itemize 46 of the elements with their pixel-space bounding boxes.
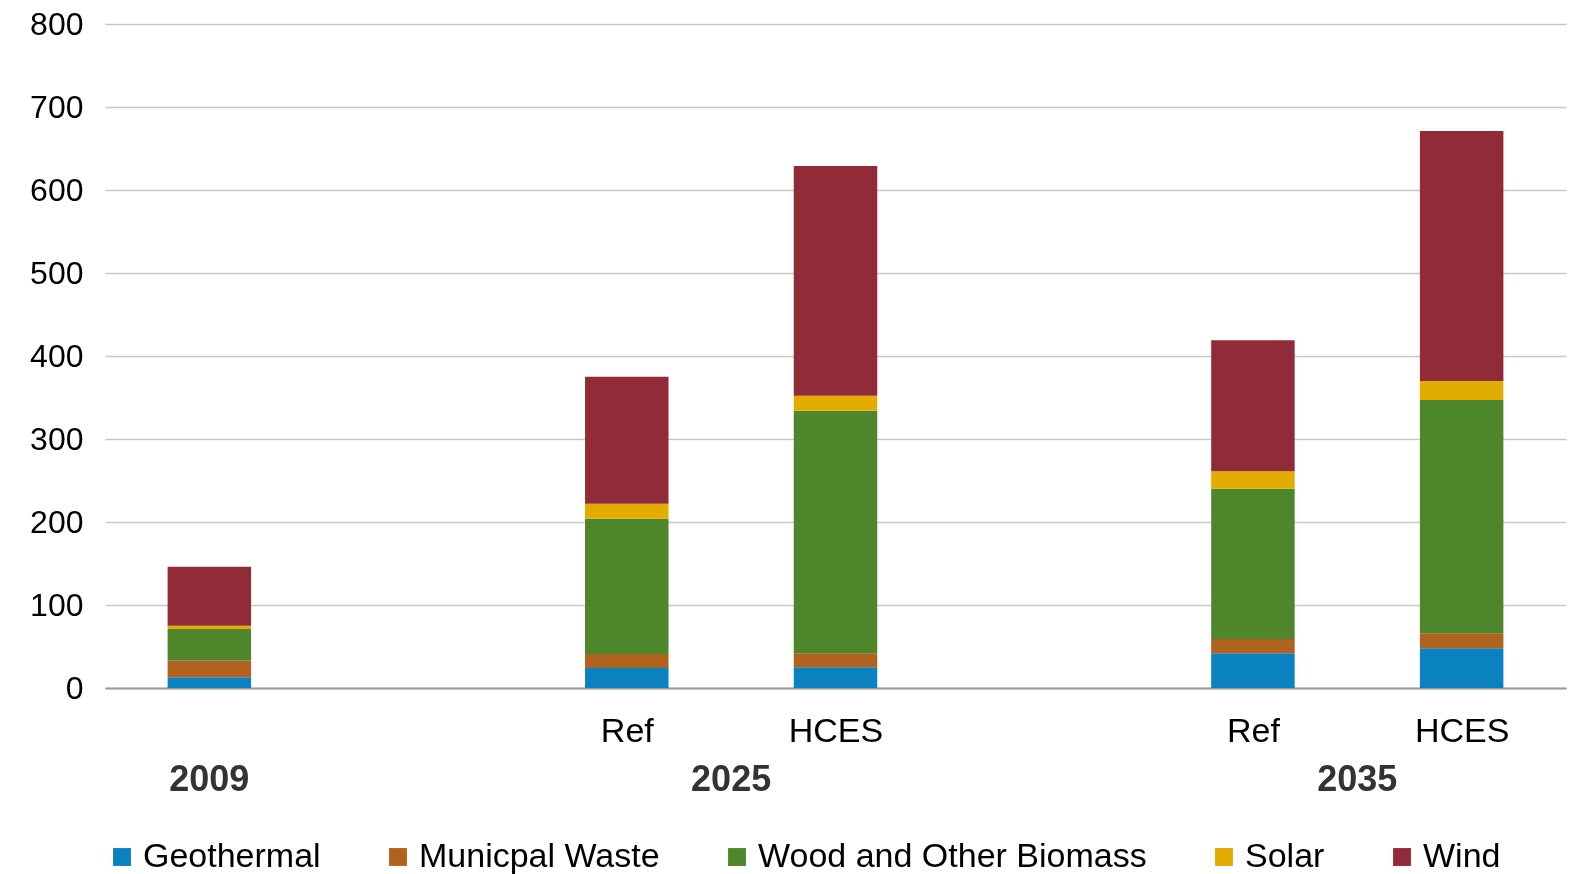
bar <box>1419 131 1504 381</box>
bar <box>793 395 878 411</box>
y-tick-label: 800 <box>30 5 84 42</box>
bar <box>793 165 878 396</box>
y-tick-label: 100 <box>30 586 84 623</box>
bar <box>167 625 252 630</box>
text: 2025 <box>691 758 772 799</box>
bar <box>1211 639 1295 654</box>
x-tick-label: Ref <box>600 710 655 749</box>
bar <box>1211 488 1295 640</box>
bar <box>1211 471 1295 489</box>
bar <box>585 668 669 688</box>
legend-label: Wind <box>1423 836 1501 874</box>
y-tick-label: 300 <box>30 420 84 457</box>
bar <box>167 629 252 661</box>
x-tick-label: HCES <box>1414 710 1510 749</box>
legend-label: Geothermal <box>143 836 321 874</box>
y-tick-label: 500 <box>30 254 84 291</box>
bar <box>793 410 878 654</box>
bar <box>1419 633 1504 649</box>
y-tick-label: 0 <box>65 669 84 706</box>
text: 2009 <box>169 758 250 799</box>
bar <box>1419 380 1504 400</box>
y-tick-label: 700 <box>30 88 84 125</box>
bar <box>585 518 669 654</box>
x-tick-label: Ref <box>1226 710 1281 749</box>
legend-label: Solar <box>1245 836 1325 874</box>
bar <box>793 667 878 688</box>
bar <box>167 566 252 626</box>
x-tick-label: HCES <box>788 710 884 749</box>
bar <box>167 677 252 688</box>
bar <box>585 653 669 669</box>
legend-label: Municpal Waste <box>419 836 660 874</box>
bar <box>1419 648 1504 688</box>
bar <box>1211 340 1295 472</box>
legend-label: Wood and Other Biomass <box>758 836 1147 874</box>
bar <box>585 503 669 519</box>
y-tick-label: 400 <box>30 337 84 374</box>
bar <box>793 653 878 668</box>
bar <box>167 660 252 678</box>
y-tick-label: 200 <box>30 503 84 540</box>
bar <box>585 376 669 504</box>
bar <box>1211 653 1295 688</box>
text: 2035 <box>1317 758 1398 799</box>
bar <box>1419 399 1504 634</box>
y-tick-label: 600 <box>30 171 84 208</box>
